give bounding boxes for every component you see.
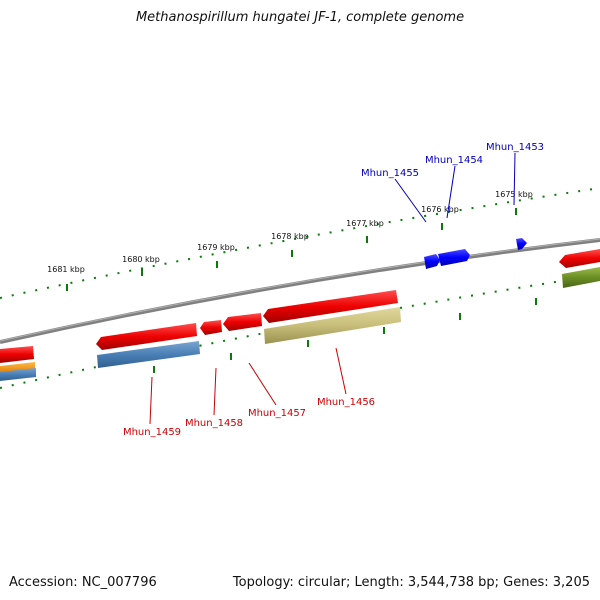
gene-label-mhun-1453[interactable]: Mhun_1453	[486, 142, 544, 153]
leader-line	[213, 367, 217, 416]
reverse-strand-features	[0, 249, 600, 363]
outer-scale-dots	[0, 187, 600, 299]
feature-blue-left-edge[interactable]	[0, 368, 36, 381]
tick-label: 1681 kbp	[47, 265, 85, 274]
genome-backbone-highlight	[0, 238, 600, 342]
inner-scale	[0, 274, 600, 389]
leader-line	[149, 376, 153, 425]
feature-mhun-1459-region[interactable]	[97, 341, 200, 368]
gene-label-mhun-1455[interactable]: Mhun_1455	[361, 168, 419, 179]
cds-mhun-1457[interactable]	[223, 313, 262, 331]
genome-title: Methanospirillum hungatei JF-1, complete…	[135, 10, 465, 25]
cds-left-edge[interactable]	[0, 346, 34, 363]
gene-label-mhun-1456[interactable]: Mhun_1456	[317, 397, 375, 408]
cds-mhun-1455[interactable]	[424, 254, 440, 269]
cds-mhun-1453[interactable]	[516, 238, 527, 250]
leader-line	[394, 178, 427, 223]
inner-scale-dots	[0, 274, 600, 389]
accession-text: Accession: NC_007796	[9, 575, 157, 590]
feature-olive-right-edge[interactable]	[562, 267, 600, 288]
tick-label: 1679 kbp	[197, 243, 235, 252]
topology-text: Topology: circular; Length: 3,544,738 bp…	[232, 575, 590, 590]
gene-label-mhun-1457[interactable]: Mhun_1457	[248, 408, 306, 419]
forward-strand-features	[424, 238, 527, 269]
reverse-labels: Mhun_1459 Mhun_1458 Mhun_1457 Mhun_1456	[123, 347, 375, 438]
gene-label-mhun-1459[interactable]: Mhun_1459	[123, 427, 181, 438]
leader-line	[513, 152, 516, 206]
tick-label: 1680 kbp	[122, 255, 160, 264]
inner-track-features	[0, 267, 600, 381]
tick-label: 1677 kbp	[346, 219, 384, 228]
tick-label: 1676 kbp	[421, 205, 459, 214]
cds-mhun-1458[interactable]	[200, 320, 222, 335]
tick-label: 1678 kbp	[271, 232, 309, 241]
gene-label-mhun-1458[interactable]: Mhun_1458	[185, 418, 243, 429]
forward-labels: Mhun_1455 Mhun_1454 Mhun_1453	[361, 142, 544, 223]
leader-line	[446, 165, 456, 219]
cds-mhun-1459[interactable]	[96, 323, 197, 350]
cds-right-edge[interactable]	[559, 249, 600, 268]
feature-mhun-1456-region[interactable]	[264, 307, 401, 344]
leader-line	[335, 347, 347, 395]
cds-mhun-1456[interactable]	[263, 290, 398, 323]
cds-mhun-1454[interactable]	[438, 249, 470, 266]
gene-label-mhun-1454[interactable]: Mhun_1454	[425, 155, 483, 166]
genome-backbone	[0, 238, 600, 344]
leader-line	[248, 362, 277, 406]
